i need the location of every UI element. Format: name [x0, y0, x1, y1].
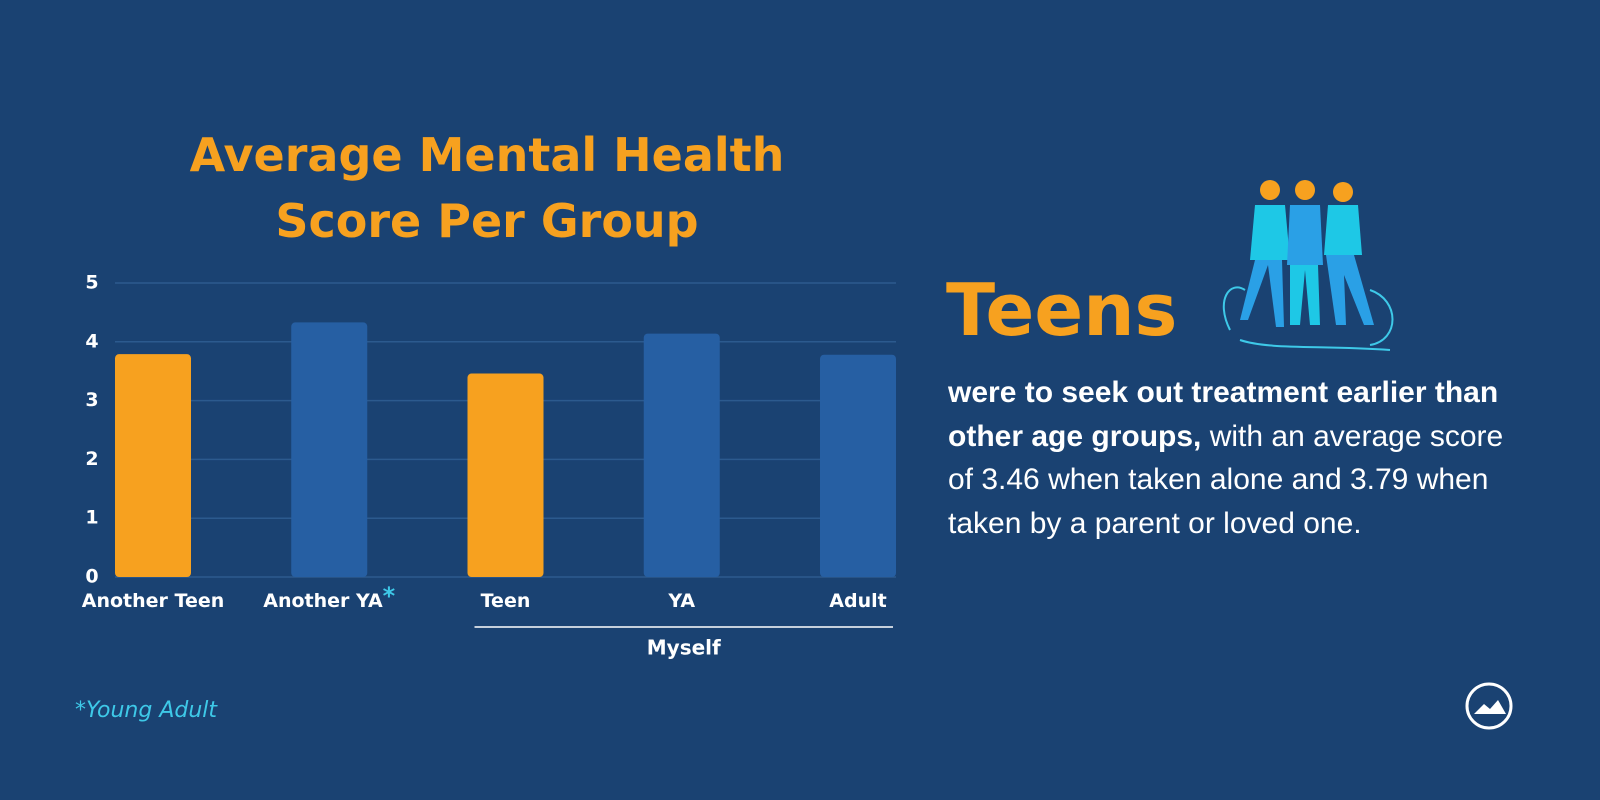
x-tick-label: Another Teen — [82, 590, 225, 612]
y-tick-label: 2 — [85, 448, 98, 470]
logo — [1465, 682, 1513, 730]
x-tick-text: Teen — [481, 590, 531, 612]
y-tick-label: 3 — [85, 389, 98, 411]
x-tick-label: Teen — [481, 590, 531, 612]
bar — [115, 354, 191, 577]
headline: Teens — [946, 268, 1178, 352]
x-tick-text: Another YA — [263, 590, 383, 612]
y-tick-label: 0 — [85, 566, 98, 588]
footnote-marker: * — [383, 582, 396, 610]
x-tick-label: Another YA* — [263, 582, 395, 612]
body-bold: were to seek out treatment earlier than … — [948, 376, 1499, 453]
bar — [643, 333, 720, 577]
footnote: *Young Adult — [75, 698, 218, 723]
x-tick-text: Another Teen — [82, 590, 225, 612]
x-tick-text: YA — [667, 590, 695, 612]
chart-title: Average Mental Health Score Per Group — [189, 128, 785, 248]
bar — [291, 322, 368, 577]
y-tick-label: 5 — [85, 272, 98, 294]
illustration — [1222, 180, 1394, 351]
y-tick-label: 1 — [85, 507, 98, 529]
body-text: were to seek out treatment earlier than … — [948, 371, 1508, 545]
x-tick-label: Adult — [829, 590, 886, 612]
x-tick-text: Adult — [829, 590, 886, 612]
bar — [467, 373, 544, 577]
y-tick-label: 4 — [85, 330, 98, 352]
body-regular: with an average score of 3.46 when taken… — [948, 419, 1504, 540]
group-label: Myself — [647, 636, 721, 660]
bar — [820, 354, 896, 577]
x-tick-label: YA — [667, 590, 695, 612]
